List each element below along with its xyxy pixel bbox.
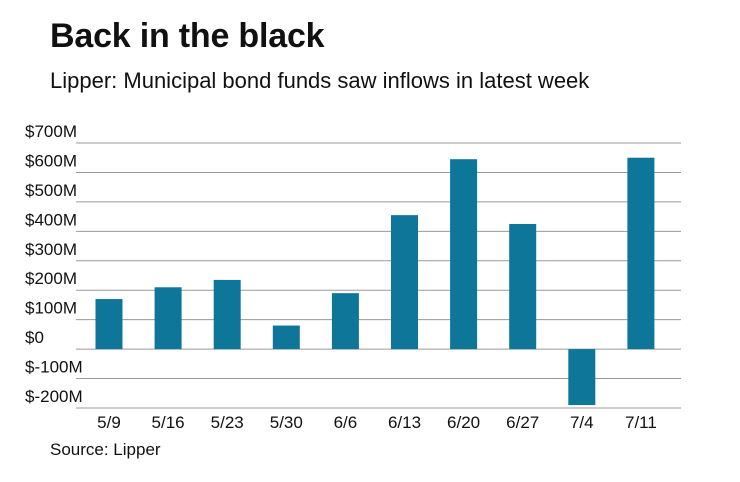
- y-tick-label: $100M: [25, 299, 77, 318]
- y-tick-label: $-100M: [25, 358, 83, 377]
- x-tick-label: 5/30: [270, 413, 303, 432]
- x-tick-label: 6/6: [334, 413, 358, 432]
- x-tick-label: 6/13: [388, 413, 421, 432]
- bar-5-23: [213, 279, 241, 350]
- x-tick-label: 5/9: [97, 413, 121, 432]
- x-tick-label: 5/16: [152, 413, 185, 432]
- y-tick-label: $300M: [25, 240, 77, 259]
- bar-7-4: [568, 349, 596, 406]
- bar-7-11: [627, 157, 655, 350]
- chart-subtitle: Lipper: Municipal bond funds saw inflows…: [50, 68, 590, 93]
- y-tick-label: $-200M: [25, 387, 83, 406]
- bar-6-6: [331, 293, 359, 350]
- bar-5-16: [154, 287, 182, 350]
- chart-title: Back in the black: [50, 17, 325, 55]
- source-note: Source: Lipper: [50, 440, 161, 459]
- bars: [95, 157, 655, 406]
- x-axis-tick-labels: 5/9 5/16 5/23 5/30 6/6 6/13 6/20 6/27 7/4 7/11: [97, 413, 657, 432]
- y-tick-label: $700M: [25, 122, 77, 141]
- x-tick-label: 7/11: [625, 413, 657, 432]
- x-tick-label: 7/4: [570, 413, 594, 432]
- bar-6-13: [391, 215, 418, 350]
- y-tick-label: $500M: [25, 181, 77, 200]
- bar-6-27: [509, 223, 537, 350]
- x-tick-label: 5/23: [211, 413, 244, 432]
- bar-5-9: [95, 299, 123, 350]
- x-tick-label: 6/27: [506, 413, 539, 432]
- y-tick-label: $400M: [25, 210, 77, 229]
- x-tick-label: 6/20: [447, 413, 480, 432]
- y-axis-tick-labels: $700M $600M $500M $400M $300M $200M $100M $0 $-1…: [25, 122, 83, 406]
- y-tick-label: $600M: [25, 151, 77, 170]
- y-tick-label: $0: [25, 328, 44, 347]
- bar-5-30: [272, 325, 300, 350]
- bar-6-20: [450, 159, 478, 350]
- y-tick-label: $200M: [25, 269, 77, 288]
